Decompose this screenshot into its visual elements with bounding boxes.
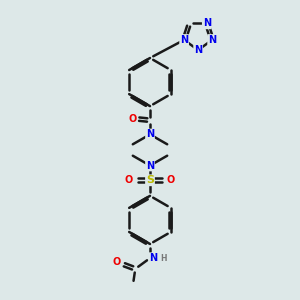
Text: H: H <box>160 254 167 262</box>
Text: O: O <box>167 175 175 185</box>
Text: O: O <box>113 257 121 267</box>
Text: N: N <box>149 253 158 263</box>
Text: N: N <box>203 18 211 28</box>
Text: N: N <box>208 35 216 45</box>
Text: O: O <box>125 175 133 185</box>
Text: N: N <box>180 35 188 45</box>
Text: N: N <box>146 160 154 171</box>
Text: S: S <box>146 175 154 185</box>
Text: O: O <box>128 114 136 124</box>
Text: N: N <box>146 129 154 140</box>
Text: N: N <box>194 45 202 55</box>
